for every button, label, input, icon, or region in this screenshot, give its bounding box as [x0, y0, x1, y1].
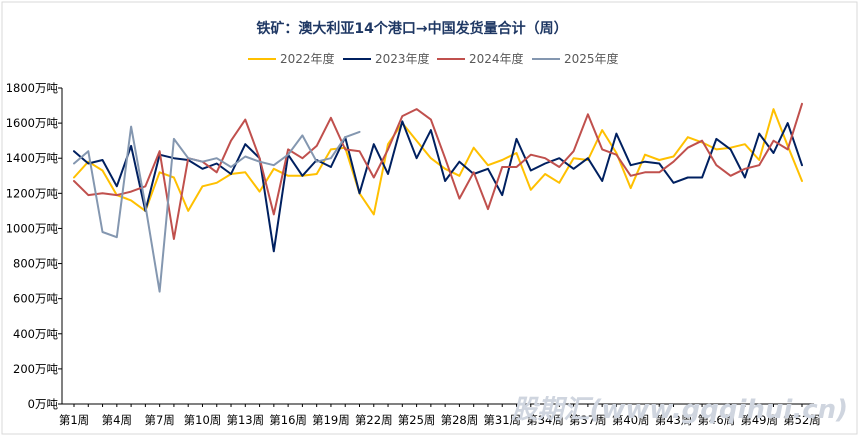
y-tick-label: 400万吨 [13, 327, 58, 341]
series-line-2 [73, 120, 803, 253]
x-tick-label: 第10周 [184, 413, 222, 427]
chart-title: 铁矿：澳大利亚14个港口→中国发货量合计（周） [256, 20, 567, 37]
x-tick-label: 第28周 [441, 413, 479, 427]
x-tick-label: 第52周 [783, 413, 821, 427]
y-tick-label: 1200万吨 [6, 186, 59, 200]
x-tick-label: 第49周 [740, 413, 778, 427]
y-tick-label: 600万吨 [13, 292, 58, 306]
x-tick-label: 第13周 [226, 413, 264, 427]
legend-label: 2025年度 [564, 51, 619, 66]
x-axis: 第1周 第4周 第7周 第10周 第13周 第16周 第19周 第22周 第25周 第28周 第31… [59, 403, 821, 427]
series-line-4 [73, 125, 361, 293]
x-tick-label: 第37周 [569, 413, 607, 427]
x-tick-label: 第22周 [355, 413, 393, 427]
y-tick-label: 0万吨 [28, 397, 59, 411]
x-tick-label: 第19周 [312, 413, 350, 427]
y-tick-label: 1600万吨 [6, 116, 59, 130]
y-tick-label: 200万吨 [13, 362, 58, 376]
x-tick-label: 第25周 [398, 413, 436, 427]
y-tick-label: 1800万吨 [6, 81, 59, 95]
x-tick-label: 第1周 [59, 413, 89, 427]
legend: 2022年度 2023年度 2024年度 2025年度 [248, 51, 619, 66]
x-tick-label: 第4周 [102, 413, 132, 427]
y-tick-label: 800万吨 [13, 257, 58, 271]
x-tick-label: 第16周 [269, 413, 307, 427]
legend-label: 2022年度 [280, 51, 335, 66]
watermark-text: 股期汇(www.gqqihui.cn) [510, 395, 848, 425]
series-layer [73, 102, 803, 293]
y-tick-label: 1400万吨 [6, 151, 59, 165]
x-tick-label: 第46周 [698, 413, 736, 427]
x-tick-label: 第31周 [483, 413, 521, 427]
x-tick-label: 第7周 [144, 413, 174, 427]
legend-label: 2024年度 [469, 51, 524, 66]
x-tick-label: 第43周 [655, 413, 693, 427]
series-line-1 [73, 108, 803, 216]
y-axis: 0万吨 200万吨 400万吨 600万吨 800万吨 1000万吨 1200万吨 1400万… [6, 81, 63, 411]
legend-label: 2023年度 [375, 51, 430, 66]
x-tick-label: 第34周 [526, 413, 564, 427]
y-tick-label: 1000万吨 [6, 221, 59, 235]
x-tick-label: 第40周 [612, 413, 650, 427]
